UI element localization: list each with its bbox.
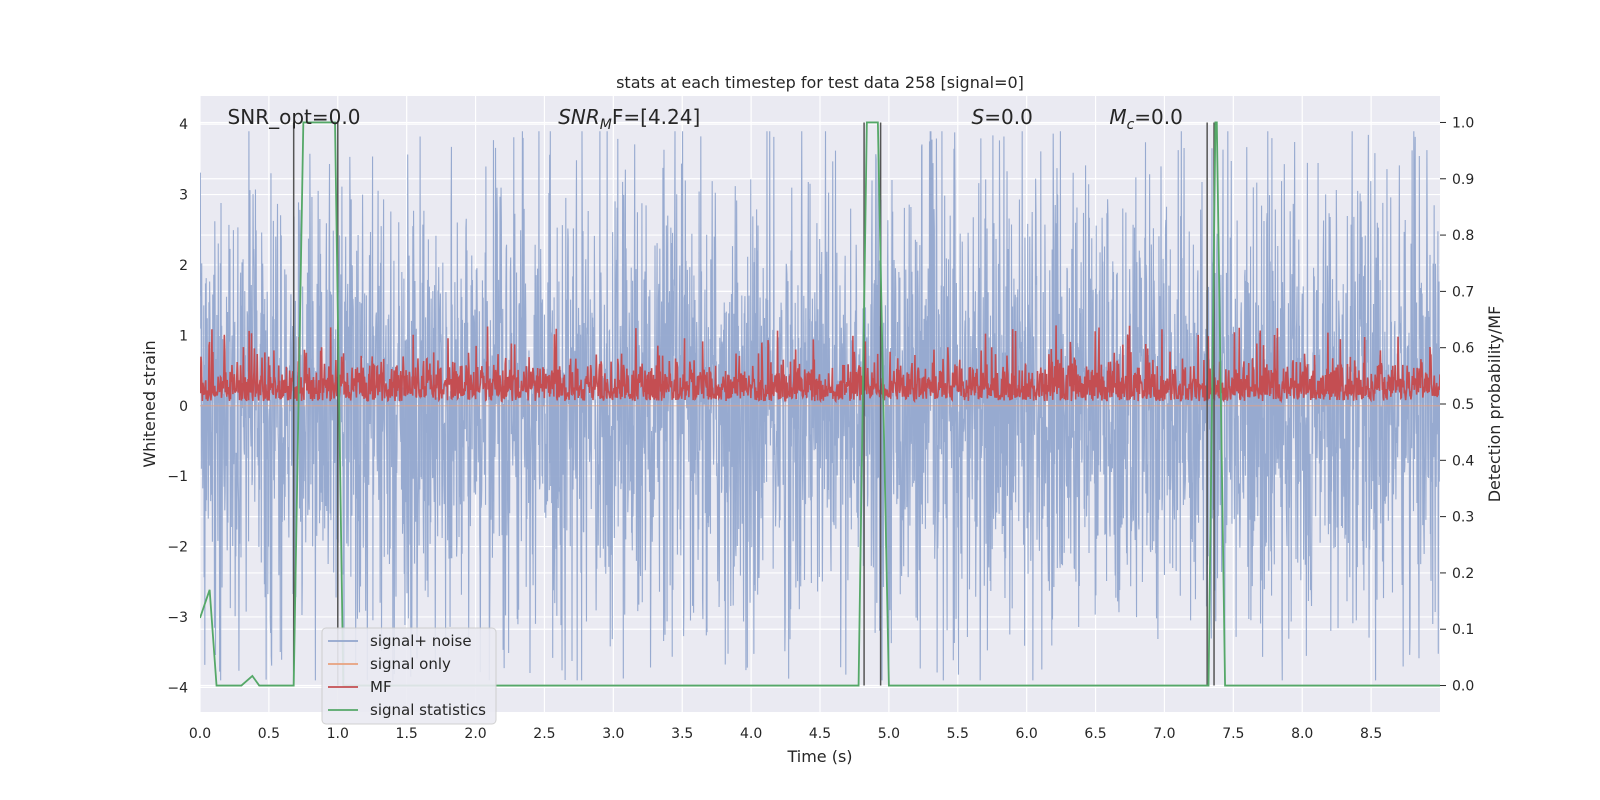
x-tick-label: 3.5 bbox=[671, 726, 693, 742]
x-tick-label: 5.0 bbox=[878, 726, 900, 742]
x-tick-label: 4.0 bbox=[740, 726, 762, 742]
chart-title: stats at each timestep for test data 258… bbox=[616, 73, 1024, 92]
x-tick-label: 6.0 bbox=[1016, 726, 1038, 742]
y2-tick-label: 0.3 bbox=[1452, 510, 1474, 526]
series-line-signal-statistics bbox=[200, 121, 1440, 687]
legend-box bbox=[321, 627, 497, 725]
y-tick-label: −3 bbox=[167, 610, 188, 626]
x-tick-label: 1.5 bbox=[396, 726, 418, 742]
x-tick-label: 6.5 bbox=[1084, 726, 1106, 742]
legend-label: signal statistics bbox=[370, 701, 486, 719]
legend-label: signal only bbox=[370, 655, 451, 673]
y2-tick-label: 0.0 bbox=[1452, 679, 1474, 695]
y2-tick-label: 0.2 bbox=[1452, 566, 1474, 582]
x-tick-label: 7.5 bbox=[1222, 726, 1244, 742]
y-tick-label: 1 bbox=[179, 328, 188, 344]
x-tick-label: 0.0 bbox=[189, 726, 211, 742]
x-tick-label: 4.5 bbox=[809, 726, 831, 742]
y2-tick-label: 0.6 bbox=[1452, 341, 1474, 357]
series-line-mf bbox=[200, 325, 1440, 404]
x-tick-label: 7.0 bbox=[1153, 726, 1175, 742]
legend-label: MF bbox=[370, 678, 392, 696]
y-tick-label: −1 bbox=[167, 469, 188, 485]
y-axis-label: Whitened strain bbox=[140, 340, 159, 467]
series-line-signal-noise bbox=[200, 131, 1440, 681]
y2-tick-label: 0.7 bbox=[1452, 284, 1474, 300]
series-group bbox=[200, 121, 1440, 687]
plot-content bbox=[200, 121, 1440, 687]
y-tick-label: 3 bbox=[179, 188, 188, 204]
y-tick-label: 2 bbox=[179, 258, 188, 274]
metric-annotation: SNRMF=[4.24] bbox=[558, 105, 700, 133]
y2-tick-label: 0.5 bbox=[1452, 397, 1474, 413]
y-axis-left: −4 −3 −2 −1 0 1 2 3 4 bbox=[167, 117, 188, 696]
y2-tick-label: 1.0 bbox=[1452, 115, 1474, 131]
y2-tick-label: 0.8 bbox=[1452, 228, 1474, 244]
y-tick-label: −2 bbox=[167, 540, 188, 556]
x-axis-label: Time (s) bbox=[786, 747, 852, 766]
annotations: SNR_opt=0.0 SNRMF=[4.24] S=0.0 Mc=0.0 bbox=[228, 105, 1183, 133]
y-tick-label: −4 bbox=[167, 680, 188, 696]
y2-axis-label: Detection probability/MF bbox=[1485, 306, 1504, 503]
x-tick-label: 5.5 bbox=[947, 726, 969, 742]
x-tick-label: 1.0 bbox=[327, 726, 349, 742]
legend: signal+ noise signal only MF signal statist… bbox=[321, 627, 497, 725]
x-tick-label: 2.5 bbox=[533, 726, 555, 742]
x-tick-label: 2.0 bbox=[464, 726, 486, 742]
y-axis-right: 0.0 0.1 0.2 0.3 0.4 0.5 0.6 0.7 0.8 0.9 1.0 bbox=[1440, 115, 1474, 695]
y2-tick-label: 0.4 bbox=[1452, 453, 1474, 469]
metric-annotation: S=0.0 bbox=[972, 105, 1033, 129]
x-axis: 0.0 0.5 1.0 1.5 2.0 2.5 3.0 3.5 4.0 4.5 5.0 5.5 6.0 6… bbox=[189, 726, 1382, 742]
x-tick-label: 8.5 bbox=[1360, 726, 1382, 742]
x-tick-label: 0.5 bbox=[258, 726, 280, 742]
metric-annotation: Mc=0.0 bbox=[1109, 105, 1183, 133]
y-tick-label: 4 bbox=[179, 117, 188, 133]
metric-annotation: SNR_opt=0.0 bbox=[228, 105, 361, 129]
y-tick-label: 0 bbox=[179, 399, 188, 415]
legend-label: signal+ noise bbox=[370, 632, 472, 650]
y2-tick-label: 0.9 bbox=[1452, 172, 1474, 188]
x-tick-label: 8.0 bbox=[1291, 726, 1313, 742]
x-tick-label: 3.0 bbox=[602, 726, 624, 742]
y2-tick-label: 0.1 bbox=[1452, 622, 1474, 638]
